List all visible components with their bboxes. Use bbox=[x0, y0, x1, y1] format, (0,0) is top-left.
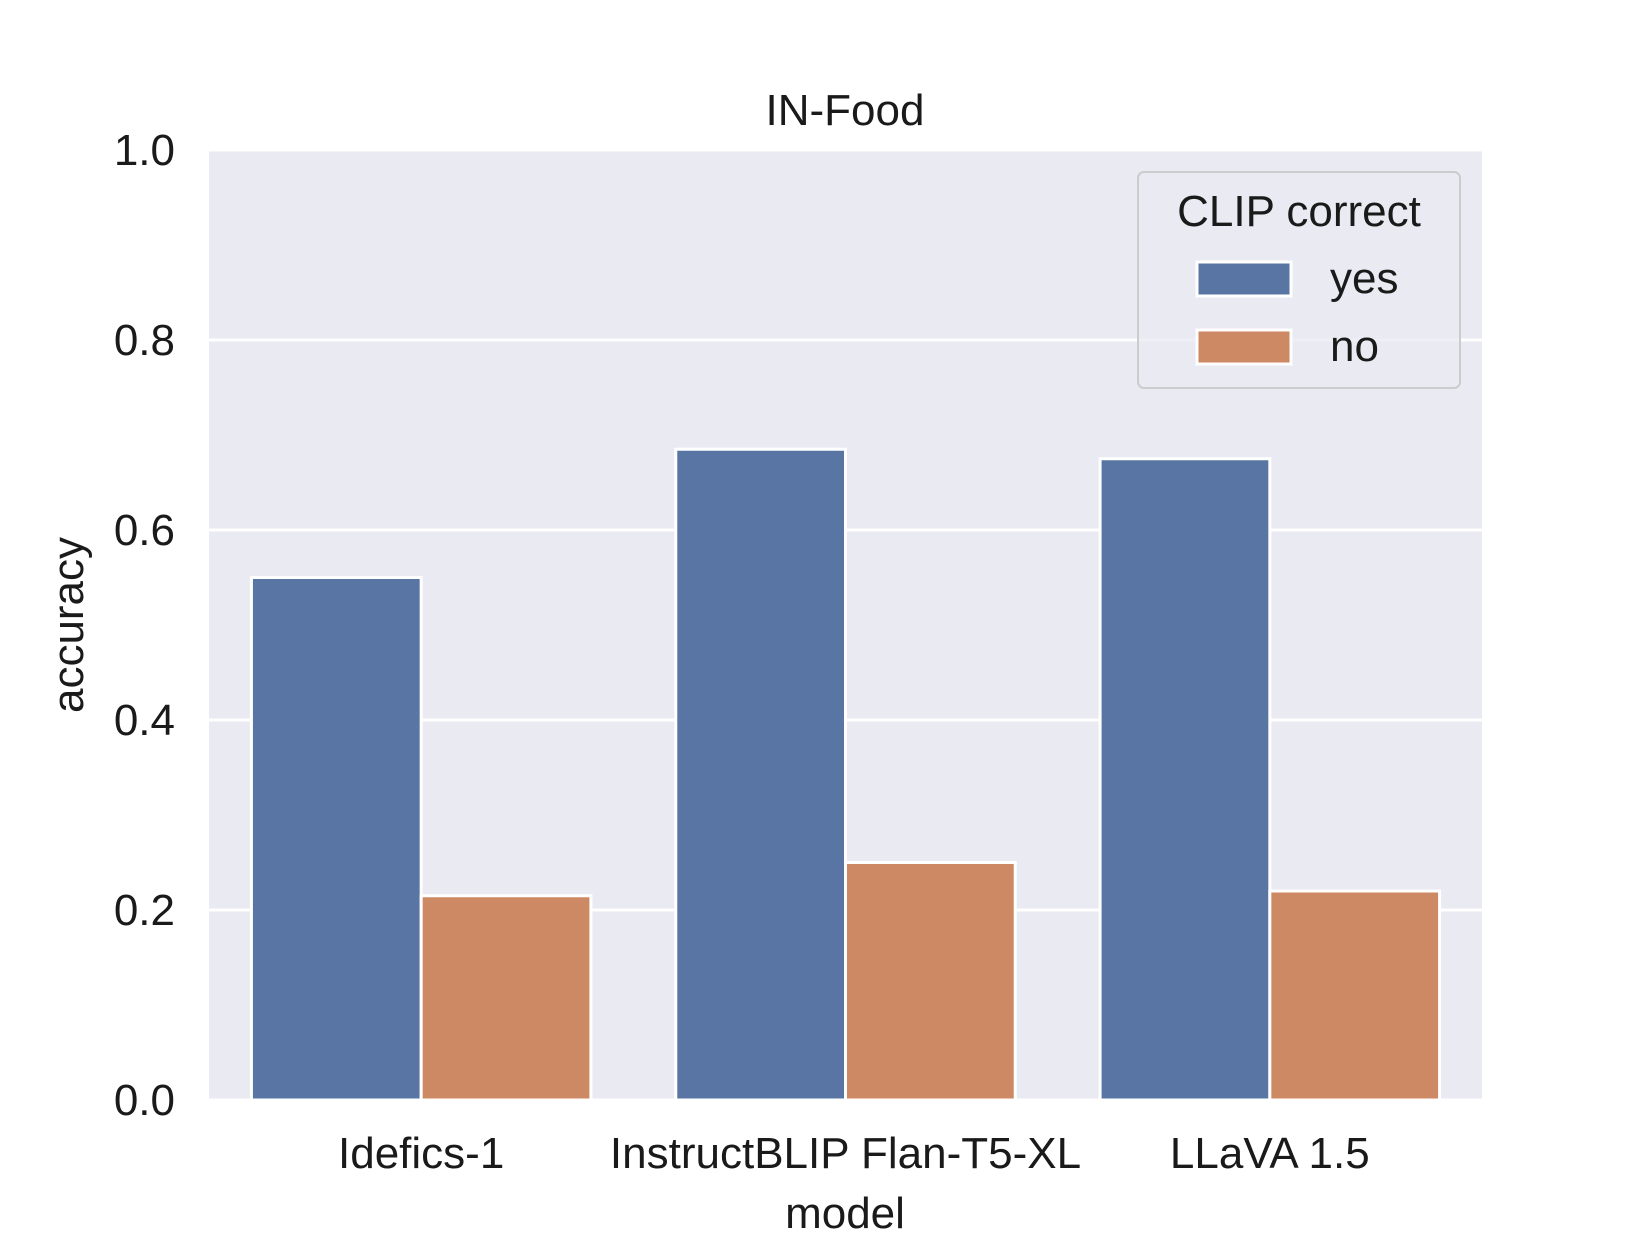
y-tick-label: 1.0 bbox=[114, 126, 175, 175]
bar-yes-0 bbox=[249, 576, 423, 1102]
x-tick-labels: Idefics-1 InstructBLIP Flan-T5-XL LLaVA 1.… bbox=[338, 1129, 1370, 1178]
bar-yes-2 bbox=[1098, 457, 1272, 1102]
legend-swatch-yes bbox=[1195, 260, 1293, 298]
bar-yes-1 bbox=[674, 447, 847, 1102]
x-tick-label: InstructBLIP Flan-T5-XL bbox=[610, 1129, 1081, 1178]
bar-no-1 bbox=[844, 861, 1017, 1102]
y-tick-label: 0.0 bbox=[114, 1076, 175, 1125]
legend-label-yes: yes bbox=[1330, 254, 1398, 303]
x-axis-label: model bbox=[785, 1189, 905, 1233]
y-tick-label: 0.2 bbox=[114, 886, 175, 935]
legend-entries: yes no bbox=[1195, 254, 1398, 371]
y-tick-labels: 0.0 0.2 0.4 0.6 0.8 1.0 bbox=[114, 126, 175, 1125]
bar-no-2 bbox=[1268, 889, 1442, 1102]
legend-swatch-no bbox=[1195, 328, 1293, 366]
x-tick-label: LLaVA 1.5 bbox=[1170, 1129, 1370, 1178]
legend-label-no: no bbox=[1330, 322, 1379, 371]
chart-title: IN-Food bbox=[766, 86, 925, 135]
y-tick-label: 0.6 bbox=[114, 506, 175, 555]
y-tick-label: 0.4 bbox=[114, 696, 175, 745]
y-tick-label: 0.8 bbox=[114, 316, 175, 365]
bar-no-0 bbox=[419, 894, 593, 1102]
legend-title: CLIP correct bbox=[1177, 187, 1421, 236]
legend: CLIP correct yes no bbox=[1137, 171, 1461, 389]
bars bbox=[249, 447, 1442, 1102]
x-tick-label: Idefics-1 bbox=[338, 1129, 504, 1178]
y-axis-label: accuracy bbox=[44, 537, 93, 713]
